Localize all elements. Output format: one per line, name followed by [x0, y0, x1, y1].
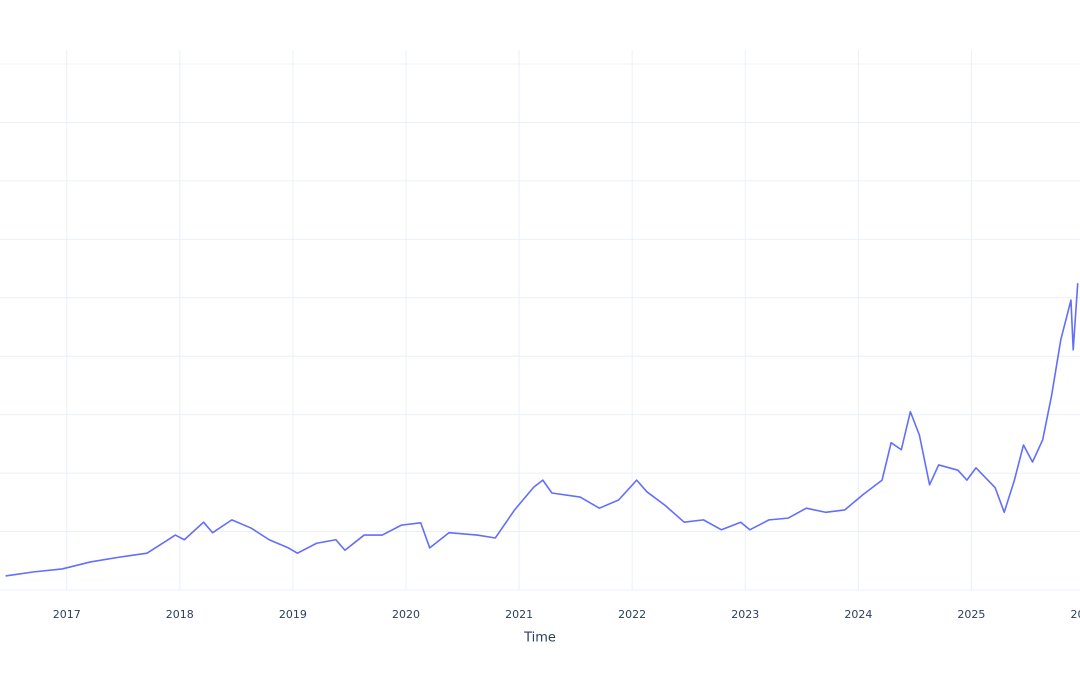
- x-tick-label: 2024: [844, 608, 872, 621]
- x-tick-label: 2023: [731, 608, 759, 621]
- x-tick-label: 2018: [166, 608, 194, 621]
- x-tick-label: 2019: [279, 608, 307, 621]
- x-tick-label: 2026: [1071, 608, 1080, 621]
- grid: [0, 50, 1080, 591]
- x-tick-label: 2020: [392, 608, 420, 621]
- x-tick-label: 2021: [505, 608, 533, 621]
- x-tick-label: 2025: [957, 608, 985, 621]
- x-axis-title: Time: [523, 631, 556, 646]
- x-tick-label: 2022: [618, 608, 646, 621]
- x-tick-label: 2017: [53, 608, 81, 621]
- data-line: [5, 283, 1079, 577]
